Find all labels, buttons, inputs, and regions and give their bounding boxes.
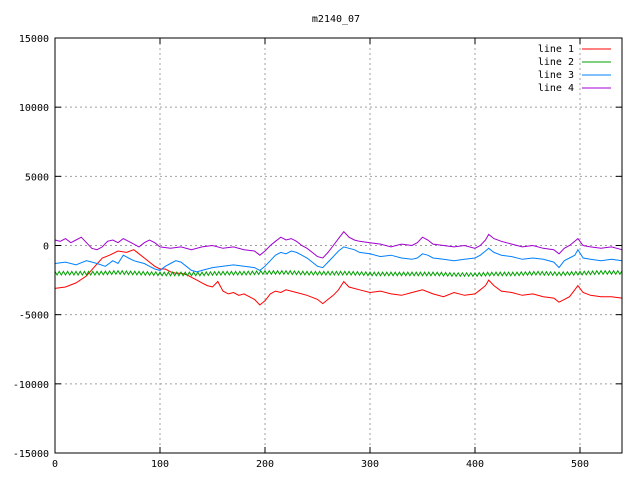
x-tick-label: 0 — [52, 459, 58, 470]
y-tick-label: 15000 — [19, 34, 49, 45]
y-tick-label: 10000 — [19, 103, 49, 114]
chart-title: m2140_07 — [312, 14, 360, 25]
y-tick-label: -5000 — [19, 311, 49, 322]
series-lines — [54, 230, 623, 306]
y-tick-label: 5000 — [25, 172, 49, 183]
x-tick-label: 200 — [256, 459, 274, 470]
y-tick-label: 0 — [43, 242, 49, 253]
x-tick-label: 400 — [466, 459, 484, 470]
legend: line 1 line 2 line 3 line 4 — [538, 44, 611, 94]
legend-label: line 3 — [538, 70, 574, 81]
x-tick-label: 300 — [361, 459, 379, 470]
series-line-3 — [54, 246, 623, 273]
plot-frame — [54, 37, 623, 454]
x-tick-label: 500 — [571, 459, 589, 470]
series-line-1 — [54, 249, 623, 306]
grid-lines — [55, 38, 622, 453]
series-line-2 — [54, 269, 623, 278]
x-tick-label: 100 — [151, 459, 169, 470]
axis-ticks: 0 100 200 300 400 500 -15000 -10000 -5000 0 5000 10… — [13, 34, 622, 470]
series-line-4 — [54, 230, 623, 259]
legend-label: line 2 — [538, 57, 574, 68]
y-tick-label: -15000 — [13, 449, 49, 460]
y-tick-label: -10000 — [13, 380, 49, 391]
legend-label: line 1 — [538, 44, 574, 55]
legend-label: line 4 — [538, 83, 574, 94]
